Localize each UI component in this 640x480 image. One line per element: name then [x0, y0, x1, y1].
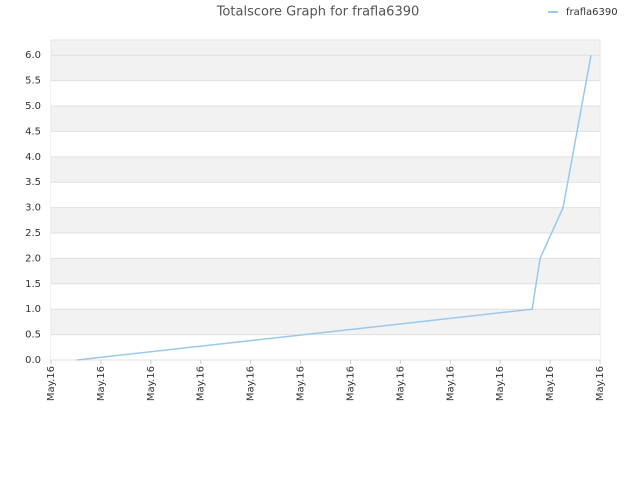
grid-band [51, 80, 600, 107]
x-tick-label: May.16 [246, 366, 257, 401]
grid-band [51, 334, 600, 360]
y-tick-label: 2.5 [25, 228, 41, 239]
grid-band [51, 131, 600, 157]
x-tick-label: May.16 [96, 366, 107, 401]
x-tick-label: May.16 [296, 366, 307, 401]
y-tick-label: 1.0 [25, 304, 41, 315]
x-tick-label: May.16 [395, 366, 406, 401]
y-tick-label: 5.0 [25, 101, 41, 112]
y-tick-label: 5.5 [25, 76, 41, 87]
series-line [76, 55, 592, 361]
grid-band [51, 283, 600, 310]
y-tick-label: 3.0 [25, 203, 41, 214]
y-tick-label: 4.0 [25, 152, 41, 163]
x-tick-label: May.16 [345, 366, 356, 401]
x-tick-label: May.16 [595, 366, 606, 401]
x-tick-label: May.16 [196, 366, 207, 401]
x-tick-label: May.16 [545, 366, 556, 401]
y-tick-label: 0.0 [25, 355, 41, 366]
grid-band [51, 182, 600, 208]
x-tick-label: May.16 [495, 366, 506, 401]
x-tick-label: May.16 [146, 366, 157, 401]
x-tick-label: May.16 [46, 366, 57, 401]
legend-label: frafla6390 [566, 7, 618, 18]
y-tick-label: 2.0 [25, 253, 41, 264]
y-tick-label: 1.5 [25, 279, 41, 290]
y-tick-label: 4.5 [25, 126, 41, 137]
grid-band [51, 233, 600, 259]
x-tick-label: May.16 [445, 366, 456, 401]
chart-title: Totalscore Graph for frafla6390 [216, 5, 420, 20]
y-tick-label: 6.0 [25, 50, 41, 61]
y-tick-label: 3.5 [25, 177, 41, 188]
y-tick-label: 0.5 [25, 330, 41, 341]
